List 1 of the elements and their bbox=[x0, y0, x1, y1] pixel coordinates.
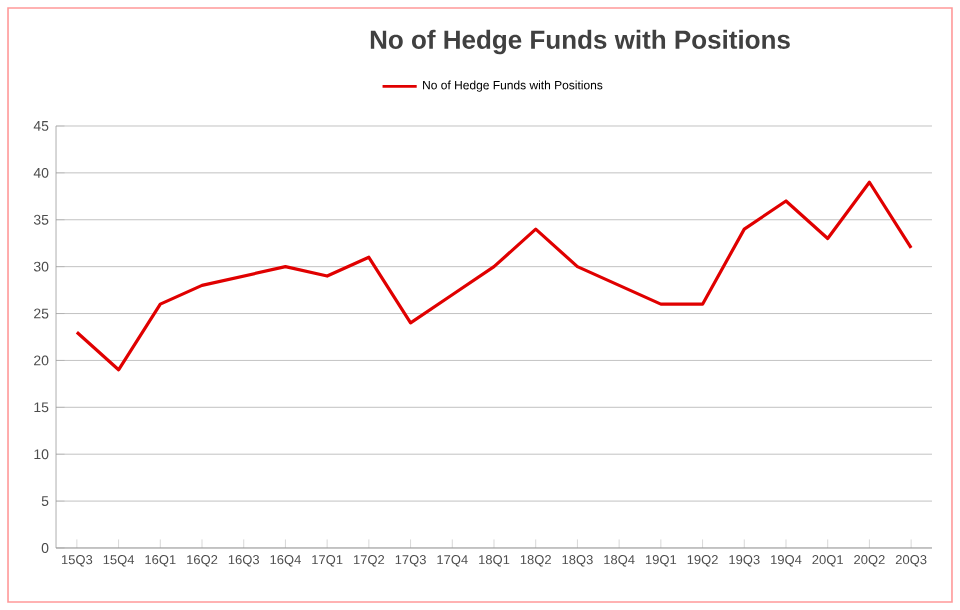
chart-title: No of Hedge Funds with Positions bbox=[370, 29, 790, 55]
